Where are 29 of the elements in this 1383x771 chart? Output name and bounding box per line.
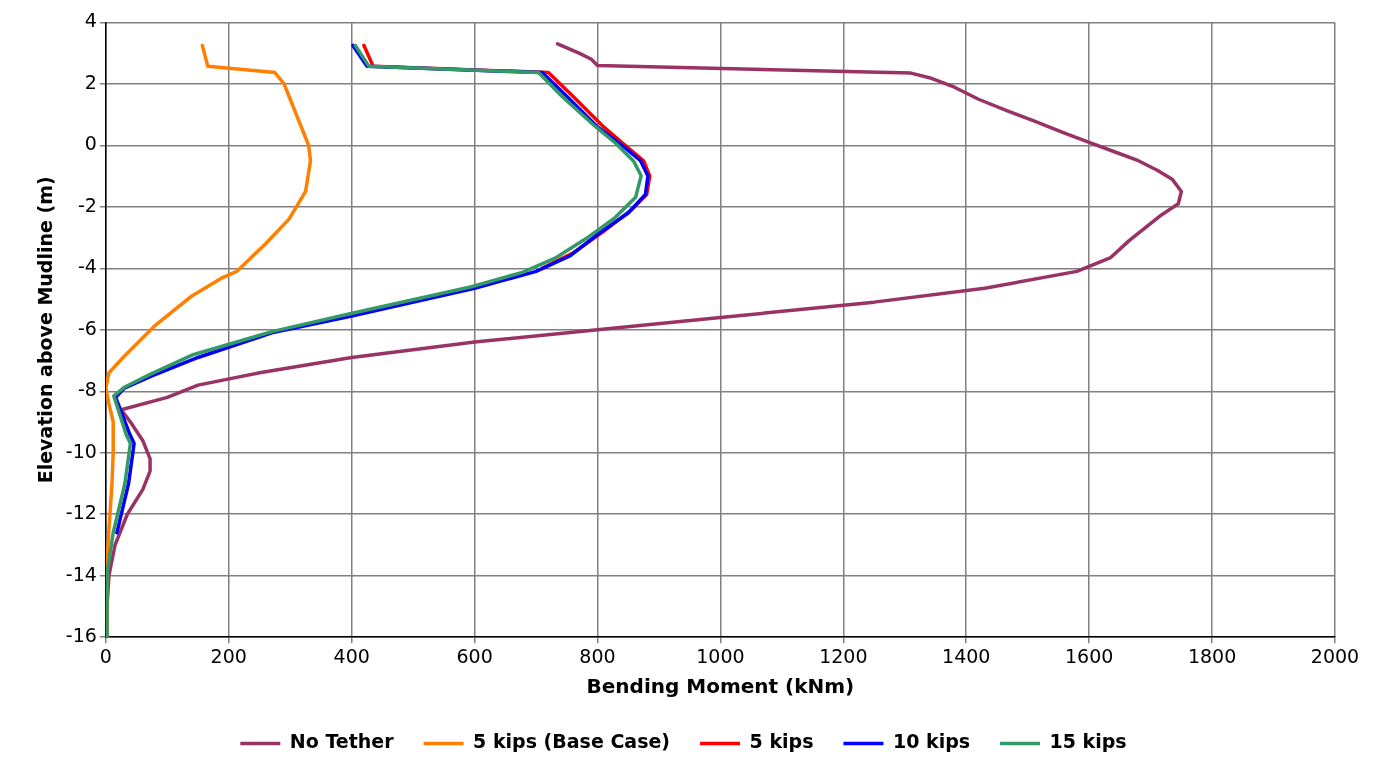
x-tick-label: 1000 <box>696 644 745 667</box>
x-tick-label: 2000 <box>1310 644 1360 667</box>
x-tick-label: 400 <box>333 644 370 667</box>
legend-label: 5 kips <box>749 730 814 753</box>
y-axis-title: Elevation above Mudline (m) <box>34 176 57 484</box>
x-tick-label: 200 <box>210 644 247 667</box>
x-tick-label: 800 <box>579 644 616 667</box>
y-tick-label: -12 <box>65 501 97 524</box>
x-tick-label: 1200 <box>819 644 868 667</box>
x-tick-label: 1400 <box>942 644 991 667</box>
y-tick-label: 4 <box>84 9 97 32</box>
x-tick-label: 1600 <box>1064 644 1114 667</box>
y-tick-label: -10 <box>65 439 97 462</box>
legend-label: No Tether <box>289 730 395 753</box>
y-tick-label: 0 <box>84 132 97 155</box>
x-tick-label: 600 <box>456 644 493 667</box>
x-tick-label: 1800 <box>1187 644 1237 667</box>
x-tick-label: 0 <box>99 644 112 667</box>
y-tick-label: -8 <box>77 378 97 401</box>
y-tick-label: -2 <box>77 193 97 216</box>
y-tick-label: -14 <box>65 562 97 585</box>
x-axis-title: Bending Moment (kNm) <box>586 674 855 699</box>
y-tick-label: -16 <box>65 624 97 647</box>
y-tick-label: -4 <box>77 255 97 278</box>
y-tick-label: -6 <box>77 316 97 339</box>
legend-label: 10 kips <box>892 730 971 753</box>
legend-label: 5 kips (Base Case) <box>473 730 671 753</box>
y-tick-label: 2 <box>84 70 97 93</box>
legend-label: 15 kips <box>1049 730 1127 753</box>
